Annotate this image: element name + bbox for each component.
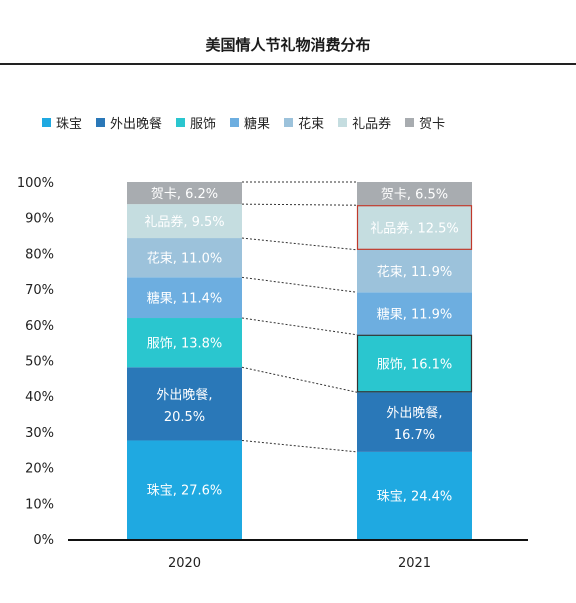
legend-label: 外出晚餐 — [110, 117, 163, 132]
bar-segment-2021-0 — [357, 451, 472, 539]
bar-segment-2020-3 — [127, 277, 242, 319]
y-tick-label: 90% — [25, 212, 54, 227]
data-label: 珠宝, 24.4% — [377, 489, 453, 504]
y-tick-label: 30% — [25, 426, 54, 441]
data-label: 服饰, 13.8% — [147, 337, 223, 352]
y-tick-label: 10% — [25, 497, 54, 512]
legend-swatch — [405, 118, 415, 127]
legend-swatch — [96, 118, 106, 127]
data-label: 糖果, 11.4% — [147, 291, 223, 307]
legend-label: 花束 — [298, 117, 325, 132]
bar-segment-2020-6 — [127, 182, 242, 205]
bar-segment-2020-0 — [127, 440, 242, 539]
x-tick-label: 2021 — [398, 556, 431, 571]
y-tick-label: 70% — [25, 283, 54, 298]
legend-item: 礼品券 — [338, 113, 391, 132]
connector-line — [241, 276, 358, 293]
y-tick-label: 0% — [33, 533, 54, 548]
legend-item: 贺卡 — [405, 113, 445, 132]
legend-swatch — [176, 118, 186, 127]
data-label: 贺卡, 6.5% — [381, 188, 448, 203]
highlight-box — [356, 334, 473, 393]
bar-segment-2021-2 — [357, 334, 472, 393]
bar-segment-2021-6 — [357, 182, 472, 206]
y-tick-label: 100% — [17, 176, 54, 191]
legend-label: 糖果 — [244, 117, 271, 132]
data-label: 服饰, 16.1% — [377, 358, 453, 373]
bar-segment-2021-4 — [357, 249, 472, 293]
legend-swatch — [338, 118, 348, 127]
bar-segment-2020-4 — [127, 238, 242, 278]
y-tick-label: 60% — [25, 319, 54, 334]
legend-item: 外出晚餐 — [96, 113, 162, 132]
bar-segment-2020-2 — [127, 318, 242, 368]
data-label: 贺卡, 6.2% — [151, 187, 218, 202]
legend-item: 花束 — [284, 113, 324, 132]
connector-line — [241, 203, 358, 206]
legend-label: 贺卡 — [419, 117, 446, 132]
connector-line — [241, 317, 358, 336]
bar-segment-2021-1 — [357, 392, 472, 452]
y-tick-label: 50% — [25, 355, 54, 370]
data-label: 花束, 11.0% — [147, 251, 223, 267]
legend-item: 珠宝 — [42, 113, 82, 132]
legend-swatch — [230, 118, 240, 127]
x-tick-label: 2020 — [168, 556, 201, 571]
highlight-box — [356, 205, 473, 250]
connector-line — [241, 237, 358, 251]
data-label: 珠宝, 27.6% — [147, 484, 223, 499]
legend-label: 服饰 — [190, 117, 217, 132]
y-tick-label: 80% — [25, 247, 54, 262]
chart-title: 美国情人节礼物消费分布 — [205, 36, 371, 54]
data-label: 礼品券, 12.5% — [370, 221, 459, 237]
data-label: 外出晚餐, 20.5% — [156, 387, 212, 425]
y-tick-label: 40% — [25, 390, 54, 405]
legend-swatch — [284, 118, 294, 127]
bar-segment-2020-5 — [127, 204, 242, 239]
connector-line — [241, 439, 358, 453]
title-underline — [0, 63, 576, 65]
data-label: 糖果, 11.9% — [377, 307, 453, 323]
data-label: 花束, 11.9% — [377, 264, 453, 280]
legend-item: 糖果 — [230, 113, 270, 132]
bar-segment-2020-1 — [127, 367, 242, 441]
data-label: 外出晚餐, 16.7% — [386, 405, 442, 443]
legend-swatch — [42, 118, 51, 127]
data-label: 礼品券, 9.5% — [144, 214, 224, 230]
legend: 珠宝 外出晚餐 服饰 糖果 花束 礼品券 贺卡 — [42, 113, 445, 132]
legend-item: 服饰 — [176, 113, 216, 132]
bar-segment-2021-5 — [357, 205, 472, 250]
legend-label: 礼品券 — [352, 117, 392, 132]
bar-segment-2021-3 — [357, 292, 472, 335]
y-tick-label: 20% — [25, 462, 54, 477]
connector-line — [241, 366, 358, 393]
legend-label: 珠宝 — [56, 117, 83, 132]
